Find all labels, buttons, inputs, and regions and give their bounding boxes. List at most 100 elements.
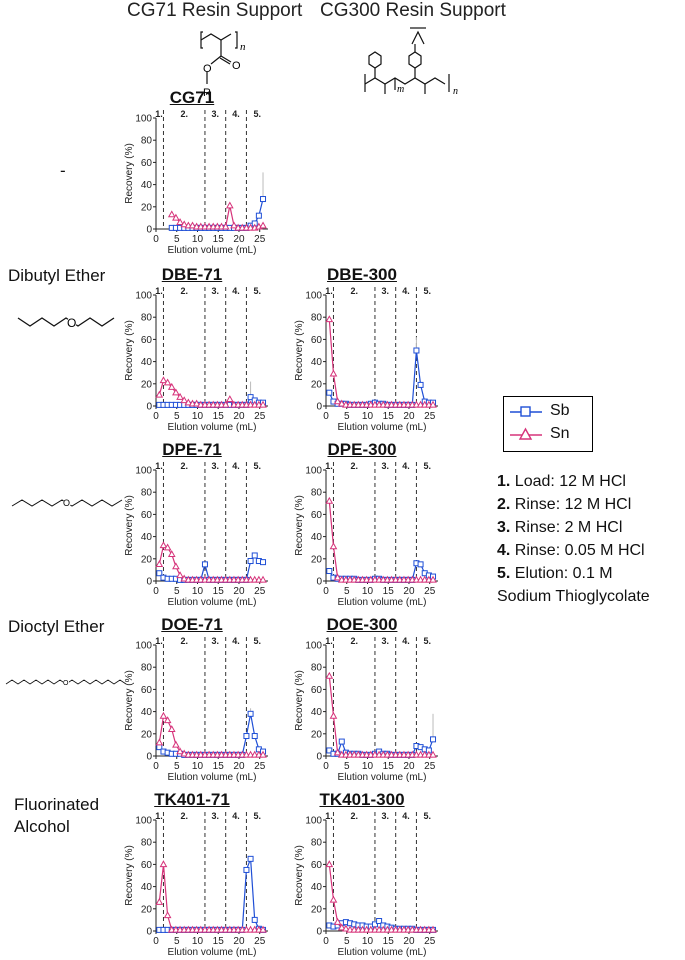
x-tick-label: 10: [192, 761, 204, 772]
sn-point: [333, 573, 342, 581]
phase-label: 1.: [155, 461, 163, 471]
y-tick-label: 100: [305, 291, 322, 302]
sn-point: [172, 388, 180, 396]
sb-point: [255, 212, 262, 219]
phase-label: 3.: [382, 286, 390, 296]
x-tick-label: 25: [254, 761, 266, 772]
y-tick-label: 60: [141, 860, 153, 871]
sn-point: [180, 574, 189, 582]
phase-label: 4.: [402, 811, 410, 821]
x-tick-label: 5: [174, 411, 180, 422]
x-axis-label: Elution volume (mL): [168, 947, 257, 958]
sb-point: [338, 738, 345, 745]
y-tick-label: 20: [311, 904, 323, 915]
sn-point: [259, 925, 267, 933]
sn-point: [429, 400, 437, 408]
chart-title-dpe300: DPE-300: [327, 440, 397, 459]
cg300-m-label: m: [397, 84, 404, 95]
row-label-none: -: [60, 161, 66, 180]
sn-point: [159, 860, 168, 868]
y-tick-label: 60: [141, 685, 153, 696]
chart-tk300: TK401-300 0 20 40 60 80 100 0 5 10 15 20 25 Elution …: [282, 790, 442, 960]
dipentyl-ether-structure: O: [11, 498, 123, 508]
sb-point: [326, 389, 333, 396]
sb-point: [247, 394, 254, 401]
chart-doe71: DOE-71 0 20 40 60 80 100 0 5 10 15 20 25 Elution vol…: [112, 615, 272, 785]
sn-point: [188, 221, 197, 229]
cg71-r-label: R: [203, 87, 211, 99]
sb-point: [251, 552, 258, 559]
y-tick-label: 60: [311, 860, 323, 871]
x-tick-label: 15: [213, 586, 225, 597]
chart-dbe71: DBE-71 0 20 40 60 80 100 0 5 10 15 20 25 Elution vol…: [112, 265, 272, 435]
chart-dbe300: DBE-300 0 20 40 60 80 100 0 5 10 15 20 25 Elution vo…: [282, 265, 442, 435]
x-tick-label: 15: [213, 411, 225, 422]
sn-point: [180, 749, 189, 757]
x-tick-label: 15: [213, 761, 225, 772]
phase-label: 2.: [180, 286, 188, 296]
cg71-n-label: n: [240, 41, 246, 53]
chart-dpe71: DPE-71 0 20 40 60 80 100 0 5 10 15 20 25 Elution vol…: [112, 440, 272, 610]
x-axis-label: Elution volume (mL): [338, 947, 427, 958]
phase-label: 5.: [253, 109, 261, 119]
phase-label: 5.: [253, 286, 261, 296]
step-2: 2. Rinse: 12 M HCl: [497, 496, 632, 513]
x-tick-label: 25: [424, 936, 436, 947]
y-axis-label: Recovery (%): [294, 670, 305, 731]
y-tick-label: 100: [305, 816, 322, 827]
sn-point: [225, 395, 234, 403]
x-tick-label: 10: [362, 411, 374, 422]
column-header-cg71: CG71 Resin Support: [127, 0, 303, 21]
y-tick-label: 40: [311, 532, 323, 543]
chart-dpe300: DPE-300 0 20 40 60 80 100 0 5 10 15 20 25 Elution vo…: [282, 440, 442, 610]
y-tick-label: 40: [141, 882, 153, 893]
sn-point: [155, 390, 164, 398]
doe-o-label: O: [63, 680, 69, 687]
sn-point: [329, 369, 338, 377]
y-tick-label: 40: [311, 707, 323, 718]
step-5: 5. Elution: 0.1 M: [497, 565, 613, 582]
sn-point: [333, 397, 342, 405]
sn-point: [259, 400, 267, 408]
sn-point: [159, 541, 168, 549]
sb-point: [247, 710, 254, 717]
phase-label: 1.: [155, 286, 163, 296]
x-tick-label: 5: [174, 234, 180, 245]
sn-point: [325, 315, 334, 323]
phase-label: 2.: [350, 811, 358, 821]
sn-point: [429, 925, 437, 933]
sb-point: [417, 381, 424, 388]
phase-label: 4.: [402, 286, 410, 296]
sn-point: [329, 895, 338, 903]
chart-cg71: CG71 0 20 40 60 80 100 0 5 10 15 20 25 Elution volum…: [112, 88, 272, 258]
sn-point: [259, 750, 267, 758]
y-tick-label: 20: [141, 904, 153, 915]
sn-point: [159, 376, 168, 384]
y-tick-label: 60: [141, 158, 153, 169]
cg71-o-label: O: [203, 63, 212, 75]
sn-point: [167, 550, 176, 558]
series-line-sn: [328, 501, 433, 581]
dpe-o-label: O: [63, 498, 70, 508]
cg300-n-label: n: [453, 86, 458, 97]
y-axis-label: Recovery (%): [124, 143, 135, 204]
y-axis-label: Recovery (%): [124, 845, 135, 906]
chart-title-dpe71: DPE-71: [162, 440, 222, 459]
y-tick-label: 20: [311, 729, 323, 740]
sn-point: [342, 924, 350, 932]
sn-point: [163, 716, 172, 724]
phase-label: 5.: [423, 286, 431, 296]
phase-label: 4.: [232, 109, 240, 119]
x-tick-label: 10: [362, 586, 374, 597]
x-axis-label: Elution volume (mL): [168, 422, 257, 433]
y-tick-label: 60: [311, 335, 323, 346]
y-tick-label: 100: [305, 466, 322, 477]
sb-point: [430, 736, 437, 743]
y-tick-label: 40: [141, 357, 153, 368]
legend-sn-marker-icon: [518, 427, 533, 440]
chart-title-dbe71: DBE-71: [161, 265, 223, 284]
